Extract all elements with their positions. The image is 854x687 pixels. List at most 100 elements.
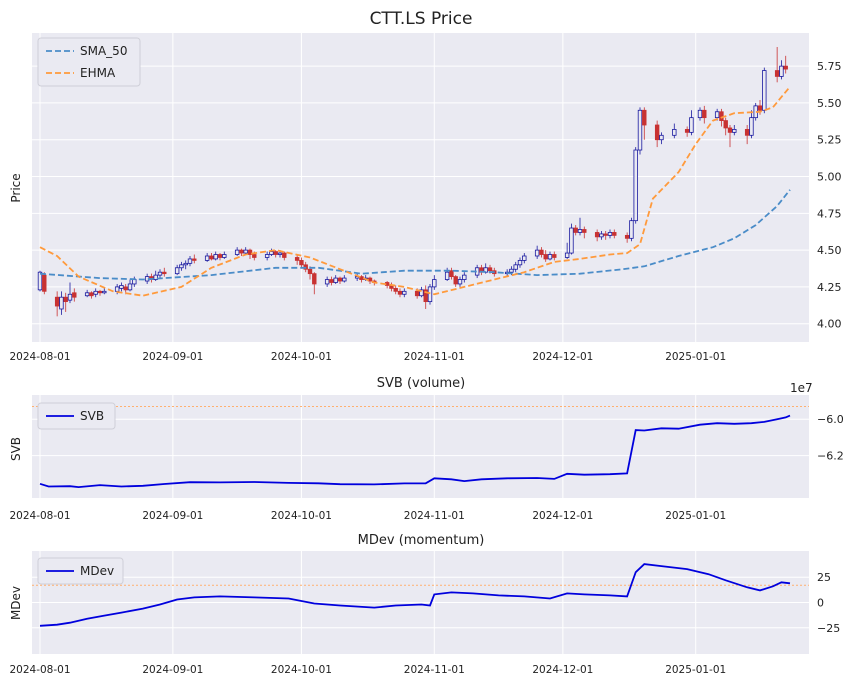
candle-body	[174, 267, 180, 275]
candle-body	[723, 120, 728, 129]
candle	[192, 254, 197, 264]
candle	[603, 230, 608, 240]
x-tick-label: 2024-10-01	[271, 351, 332, 363]
candle-body	[449, 270, 454, 278]
candle-body	[277, 252, 283, 255]
x-tick-label: 2025-01-01	[665, 351, 726, 363]
candle	[89, 291, 94, 299]
candle	[157, 269, 163, 279]
candle	[102, 288, 107, 295]
candle-body	[37, 271, 43, 291]
candle	[324, 276, 330, 287]
y-tick-label: 5.75	[817, 60, 842, 73]
mdev-grid	[32, 551, 809, 654]
candle-body	[299, 260, 304, 266]
candle	[732, 125, 737, 136]
candle-body	[127, 283, 133, 291]
candle	[84, 289, 90, 298]
candle-body	[209, 255, 214, 260]
candle	[423, 285, 428, 309]
candle-body	[243, 249, 248, 254]
candle-body	[102, 290, 107, 294]
candle-body	[779, 65, 784, 77]
candle-body	[67, 293, 73, 301]
candle-body	[594, 232, 600, 238]
mdev-panel: MDev (momentum) 25 0 −25 2024-08-01 2024-09…	[9, 533, 840, 676]
candle-body	[727, 127, 733, 133]
mdev-y-label: MDev	[9, 586, 23, 620]
candle	[59, 291, 64, 315]
y-tick-label: −6.0	[817, 413, 844, 426]
candle	[633, 147, 638, 224]
y-tick-label: 4.00	[817, 318, 842, 331]
x-tick-label: 2024-10-01	[271, 510, 332, 522]
candle-body	[573, 227, 578, 233]
svb-y-ticks: −6.0 −6.2	[817, 413, 844, 462]
candle	[642, 107, 647, 140]
candle-body	[187, 258, 193, 264]
price-grid	[32, 33, 809, 342]
candle	[54, 291, 60, 317]
candle	[187, 255, 193, 267]
candle	[393, 285, 398, 295]
candle	[174, 264, 180, 276]
x-tick-label: 2024-12-01	[532, 510, 593, 522]
candle	[744, 125, 750, 145]
candle	[247, 248, 253, 259]
y-tick-label: 25	[817, 571, 831, 584]
candle	[783, 55, 788, 74]
candle-body	[427, 286, 433, 303]
candle	[453, 275, 458, 287]
candle-body	[342, 277, 347, 282]
candle	[534, 245, 540, 259]
candle-body	[749, 117, 754, 136]
candle-body	[393, 287, 398, 292]
x-tick-label: 2024-08-01	[9, 510, 70, 522]
candle-body	[522, 255, 527, 261]
candle-body	[123, 286, 128, 291]
candle-body	[213, 254, 218, 260]
candle	[637, 107, 643, 155]
candle	[264, 251, 270, 261]
y-tick-label: 4.50	[817, 244, 842, 257]
candle-body	[462, 274, 467, 280]
svb-title: SVB (volume)	[377, 376, 466, 391]
candle-body	[513, 264, 518, 270]
candle	[402, 288, 407, 298]
x-tick-label: 2024-11-01	[404, 351, 465, 363]
price-title: CTT.LS Price	[370, 9, 473, 29]
candle-body	[569, 227, 574, 254]
candle	[183, 260, 188, 270]
candle-body	[157, 271, 163, 276]
x-tick-label: 2024-11-01	[404, 664, 465, 676]
candle	[552, 251, 557, 261]
candle-body	[432, 279, 437, 288]
candle-body	[633, 149, 638, 222]
candle-body	[204, 255, 210, 261]
price-candles	[37, 47, 788, 317]
candle-body	[162, 271, 167, 275]
candle	[564, 242, 570, 259]
candle-body	[307, 268, 313, 275]
candle	[179, 261, 184, 271]
candle-body	[684, 129, 690, 133]
candle	[762, 67, 767, 114]
mdev-line	[39, 563, 791, 627]
x-tick-label: 2025-01-01	[665, 664, 726, 676]
svb-legend-box	[37, 402, 116, 430]
candle-body	[642, 109, 647, 126]
candle-body	[397, 290, 403, 295]
mdev-legend-label: MDev	[80, 564, 114, 578]
candle	[337, 276, 343, 284]
candle	[119, 282, 124, 292]
candle-body	[423, 289, 428, 303]
x-tick-label: 2024-09-01	[142, 351, 203, 363]
y-tick-label: 5.25	[817, 134, 842, 147]
candle-body	[273, 251, 278, 255]
x-tick-label: 2024-09-01	[142, 510, 203, 522]
candle	[432, 275, 437, 290]
candle-body	[719, 111, 724, 121]
mdev-title: MDev (momentum)	[358, 533, 485, 548]
candle-body	[234, 249, 240, 255]
